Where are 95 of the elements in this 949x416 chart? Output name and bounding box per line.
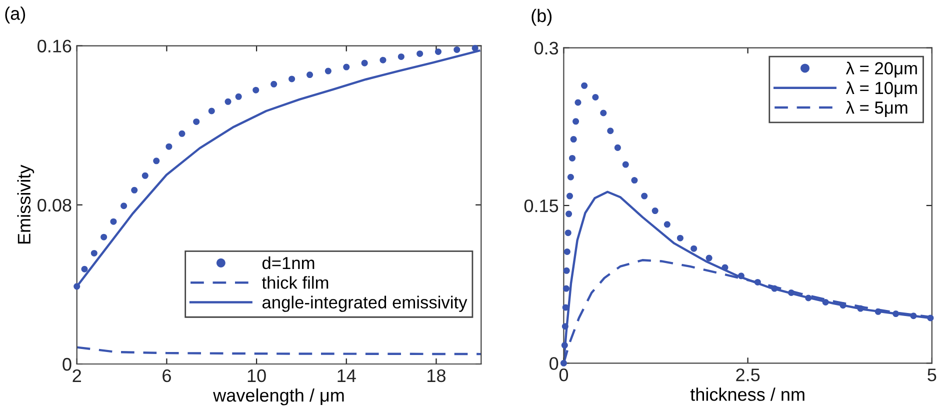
point bbox=[574, 99, 582, 106]
legend-label: λ = 10μm bbox=[846, 81, 917, 98]
point bbox=[754, 278, 761, 286]
point bbox=[652, 208, 658, 214]
point bbox=[270, 80, 278, 88]
x-tick-label: 14 bbox=[338, 370, 356, 382]
point bbox=[81, 266, 88, 272]
point bbox=[805, 294, 812, 302]
point bbox=[178, 130, 186, 137]
point bbox=[570, 136, 577, 143]
x-tick-label: 2 bbox=[72, 369, 81, 382]
point bbox=[252, 86, 260, 94]
y-tick-label: 0 bbox=[550, 357, 558, 370]
point bbox=[434, 48, 442, 55]
point bbox=[581, 82, 588, 89]
point bbox=[324, 68, 332, 74]
point bbox=[560, 360, 567, 366]
point bbox=[562, 285, 570, 292]
point bbox=[361, 60, 368, 66]
point bbox=[857, 305, 864, 312]
point bbox=[380, 56, 386, 64]
point bbox=[567, 174, 574, 180]
point bbox=[927, 314, 934, 322]
point bbox=[788, 289, 795, 296]
line-series bbox=[76, 346, 482, 356]
x-tick-label: 6 bbox=[162, 369, 171, 382]
point bbox=[566, 210, 572, 218]
point bbox=[738, 272, 744, 280]
point bbox=[641, 192, 648, 200]
point bbox=[607, 128, 614, 134]
point bbox=[622, 161, 629, 168]
point bbox=[100, 234, 108, 240]
x-tick-label: 18 bbox=[428, 369, 446, 382]
point bbox=[874, 308, 882, 315]
legend-label: d=1nm bbox=[262, 256, 314, 270]
y-tick-label: 0.08 bbox=[38, 198, 72, 212]
point bbox=[568, 154, 576, 162]
x-tick-label: 5 bbox=[928, 368, 936, 382]
point bbox=[74, 283, 80, 290]
point bbox=[562, 323, 568, 330]
point bbox=[110, 218, 117, 225]
point bbox=[561, 342, 568, 349]
legend-label: thick film bbox=[262, 276, 328, 289]
point bbox=[562, 304, 569, 311]
point bbox=[142, 172, 148, 179]
x-tick-label: 2.5 bbox=[736, 368, 760, 382]
point bbox=[822, 298, 829, 306]
point bbox=[664, 221, 670, 228]
point bbox=[771, 285, 778, 292]
point bbox=[572, 118, 580, 125]
point bbox=[563, 267, 570, 274]
y-axis-title: Emissivity bbox=[17, 164, 34, 244]
y-tick-label: 0.15 bbox=[524, 199, 558, 212]
point bbox=[131, 186, 138, 194]
point bbox=[840, 302, 846, 309]
point bbox=[224, 98, 232, 105]
point bbox=[343, 64, 350, 70]
point bbox=[90, 250, 98, 256]
point bbox=[631, 177, 638, 184]
point bbox=[690, 245, 698, 252]
point bbox=[566, 192, 573, 200]
point bbox=[193, 118, 200, 125]
point bbox=[306, 72, 314, 78]
point bbox=[416, 50, 424, 57]
chart-title: (a) bbox=[5, 6, 26, 24]
x-tick-label: 10 bbox=[248, 369, 266, 382]
point bbox=[398, 53, 404, 60]
point bbox=[153, 158, 160, 164]
legend-label: angle-integrated emissivity bbox=[262, 296, 468, 312]
point bbox=[564, 248, 570, 256]
chart-title: (b) bbox=[532, 8, 552, 26]
y-tick-label: 0.16 bbox=[38, 40, 72, 52]
point bbox=[166, 143, 172, 150]
x-axis-title: thickness / nm bbox=[690, 388, 804, 401]
x-axis-title: wavelength / μm bbox=[213, 388, 344, 406]
point bbox=[288, 76, 296, 82]
point bbox=[208, 108, 215, 114]
point bbox=[472, 44, 478, 52]
legend-label: λ = 20μm bbox=[846, 62, 917, 78]
point bbox=[600, 110, 607, 116]
point bbox=[910, 312, 917, 320]
point bbox=[892, 310, 900, 318]
point bbox=[120, 202, 128, 210]
point bbox=[676, 234, 684, 242]
x-tick-label: 0 bbox=[559, 368, 568, 382]
point bbox=[564, 230, 572, 236]
point bbox=[706, 254, 712, 262]
point bbox=[454, 46, 460, 53]
point bbox=[614, 144, 621, 151]
point bbox=[592, 94, 599, 100]
y-tick-label: 0.3 bbox=[534, 42, 558, 55]
y-tick-label: 0 bbox=[62, 358, 72, 371]
legend-label: λ = 5μm bbox=[846, 101, 908, 117]
point bbox=[722, 264, 728, 271]
point bbox=[235, 93, 242, 100]
